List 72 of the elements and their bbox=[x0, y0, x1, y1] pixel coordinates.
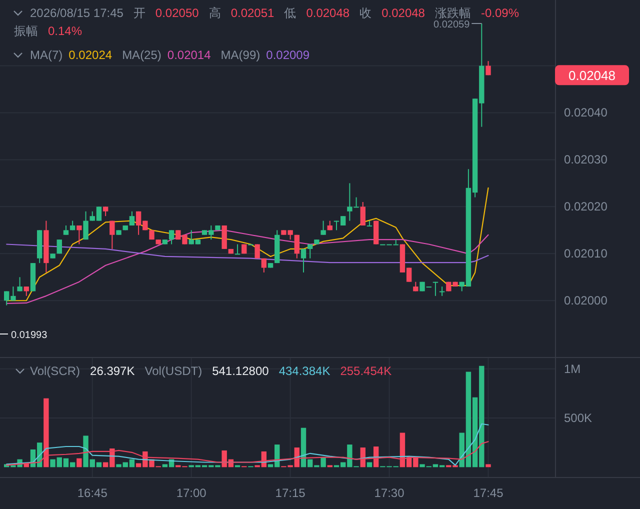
annotation: 0.14% bbox=[48, 24, 82, 38]
annotation: MA(99) bbox=[220, 48, 260, 62]
bar bbox=[44, 398, 49, 468]
annotation: 涨跌幅 bbox=[434, 6, 471, 20]
candlestick bbox=[168, 230, 174, 245]
candlestick bbox=[110, 220, 115, 250]
x-tick-label: 17:00 bbox=[176, 486, 207, 500]
candlestick bbox=[83, 210, 88, 240]
candlestick bbox=[366, 220, 372, 226]
annotation: 255.454K bbox=[340, 364, 392, 378]
annotation: Vol(USDT) bbox=[144, 364, 202, 378]
line-series bbox=[6, 230, 489, 304]
candlestick bbox=[486, 60, 491, 76]
x-tick-label: 16:45 bbox=[77, 486, 108, 500]
y-tick-label: 0.02010 bbox=[564, 246, 608, 261]
annotation: 26.397K bbox=[90, 364, 135, 378]
y-tick-label: 0.02020 bbox=[564, 200, 608, 214]
annotation: 低 bbox=[284, 6, 296, 20]
annotation: 2026/08/15 17:45 bbox=[30, 6, 124, 20]
candlestick bbox=[63, 224, 69, 236]
annotation: 0.02051 bbox=[230, 6, 275, 20]
candlestick bbox=[24, 286, 29, 296]
y-tick-label: 0.02000 bbox=[564, 294, 608, 308]
annotation: 开 bbox=[133, 6, 146, 20]
candlestick bbox=[308, 244, 313, 259]
x-tick-label: 17:15 bbox=[275, 486, 306, 500]
x-tick-label: 17:30 bbox=[374, 486, 405, 500]
candlestick bbox=[102, 206, 108, 217]
candlestick bbox=[17, 276, 22, 292]
candlestick bbox=[234, 244, 240, 255]
annotation: 0.02048 bbox=[382, 6, 426, 20]
annotation: 收 bbox=[360, 6, 372, 20]
line-series bbox=[6, 244, 489, 264]
annotation: 0.01993 bbox=[11, 330, 48, 341]
bar bbox=[486, 464, 491, 468]
annotation: 高 bbox=[208, 6, 221, 20]
candlestick bbox=[56, 239, 62, 254]
bar bbox=[366, 462, 372, 468]
annotation: 0.02050 bbox=[155, 6, 200, 20]
annotation: MA(7) bbox=[30, 48, 63, 62]
annotation: 434.384K bbox=[278, 364, 330, 378]
annotation: Vol(SCR) bbox=[30, 364, 80, 378]
annotation: 541.12800 bbox=[212, 364, 270, 378]
annotation: 0.02014 bbox=[167, 48, 212, 62]
candlestick bbox=[222, 224, 227, 250]
y-tick-label: 0.02030 bbox=[564, 152, 608, 167]
annotation: MA(25) bbox=[122, 48, 162, 62]
candlestick bbox=[300, 248, 306, 273]
line-series bbox=[6, 423, 489, 466]
y-tick-label: 0.02040 bbox=[564, 106, 608, 120]
candlestick bbox=[261, 258, 267, 273]
annotation: 0.02009 bbox=[266, 48, 310, 62]
candlestick bbox=[439, 286, 445, 296]
annotation: 振幅 bbox=[14, 24, 38, 38]
annotation: 0.02048 bbox=[568, 68, 616, 84]
y-tick-label: 500K bbox=[564, 410, 592, 425]
candlestick bbox=[373, 220, 379, 245]
line-series bbox=[6, 441, 489, 466]
candlestick bbox=[320, 220, 326, 236]
annotation: 0.02048 bbox=[306, 6, 350, 20]
y-tick-label: 1M bbox=[564, 362, 581, 376]
bar bbox=[76, 458, 82, 468]
candlestick bbox=[76, 224, 82, 245]
candlestick bbox=[254, 244, 260, 259]
candlestick bbox=[360, 201, 366, 226]
annotation: 0.02059 bbox=[433, 19, 470, 30]
candlestick bbox=[129, 210, 135, 226]
x-tick-label: 17:45 bbox=[473, 486, 504, 500]
annotation: 0.02024 bbox=[68, 48, 112, 62]
candlestick bbox=[294, 234, 300, 259]
annotation: -0.09% bbox=[480, 6, 520, 20]
candlestick bbox=[432, 281, 438, 296]
